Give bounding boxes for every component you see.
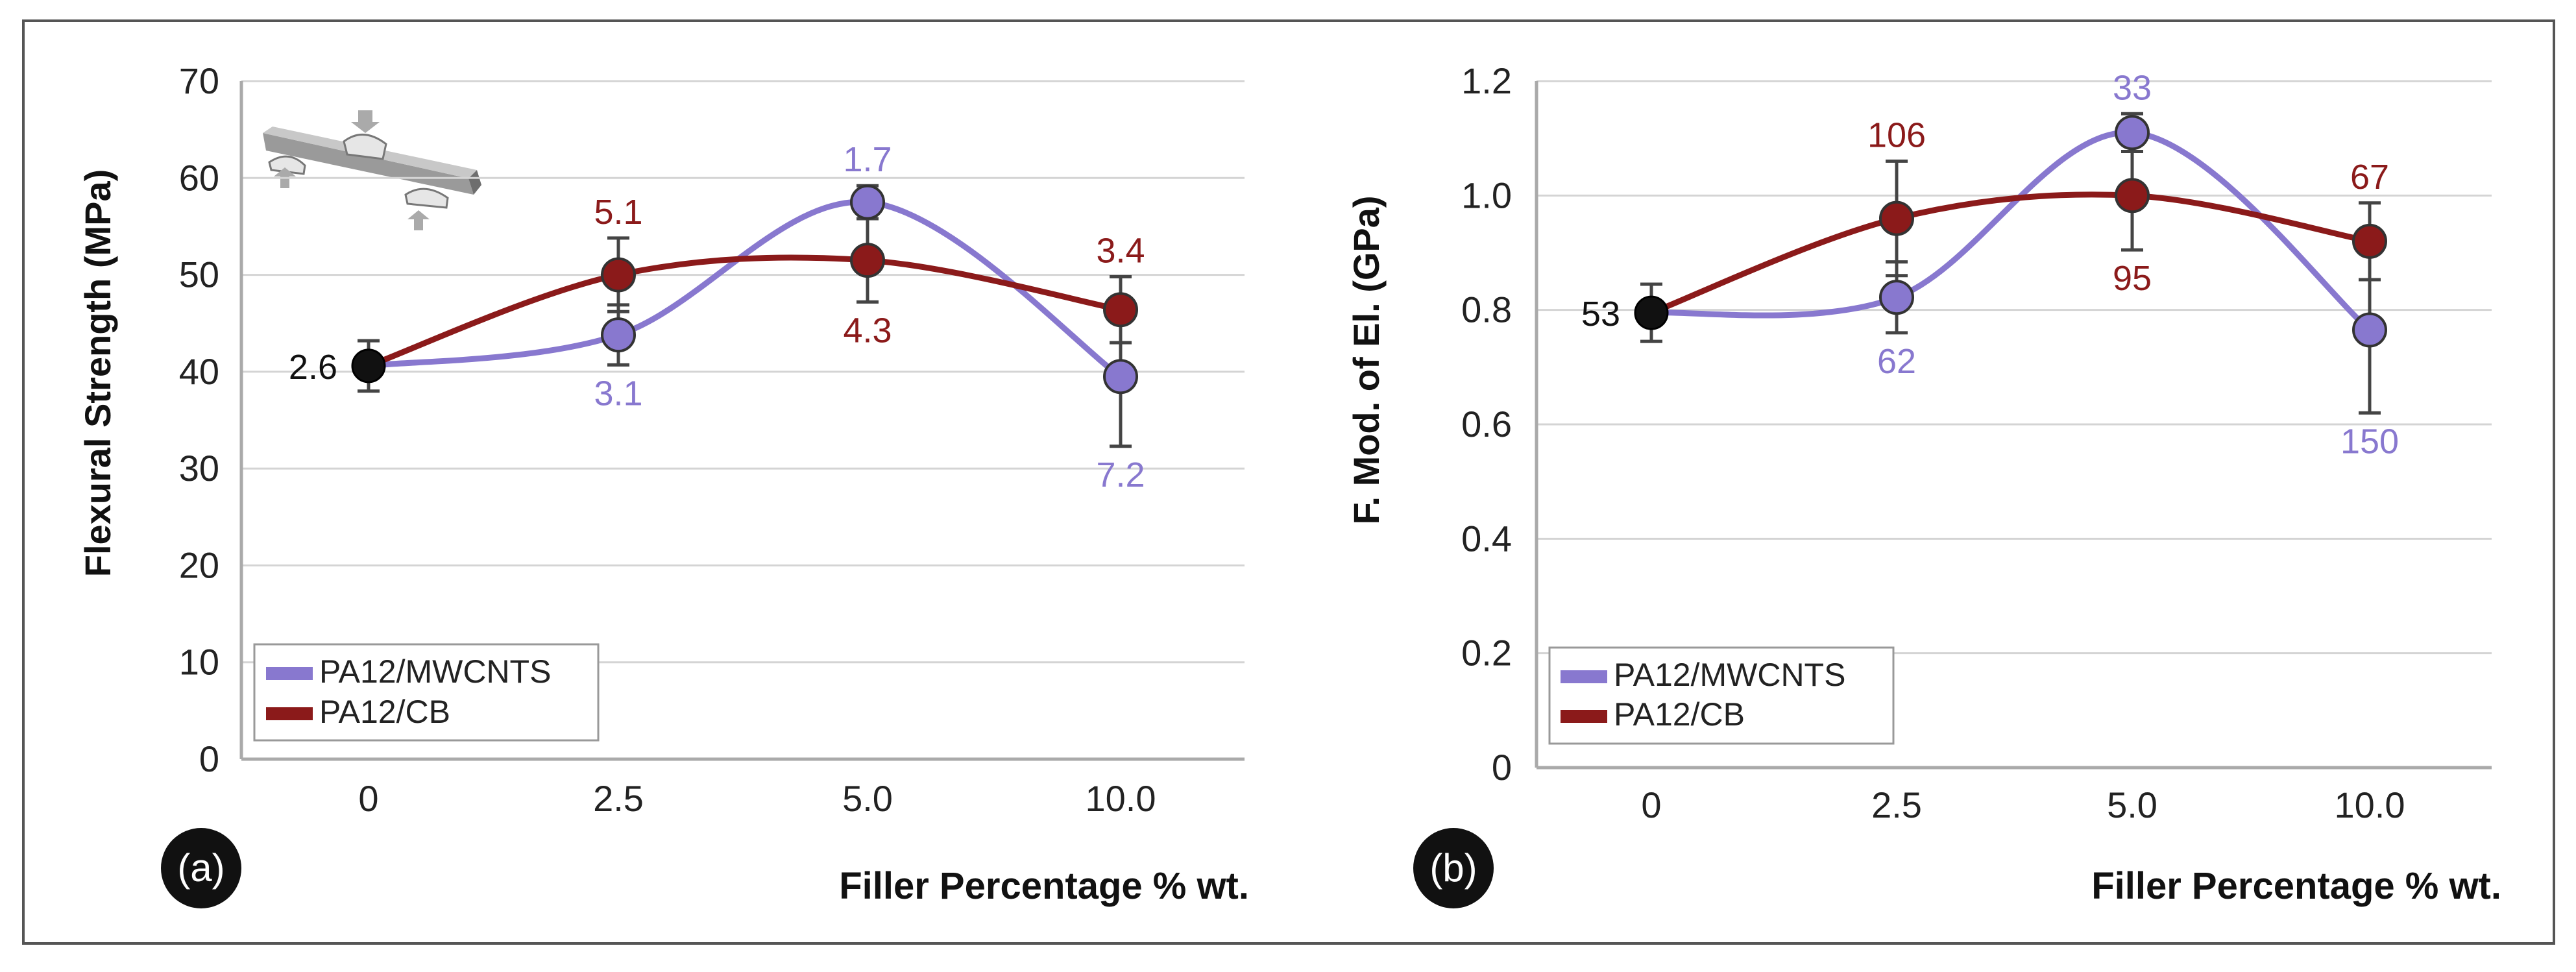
panel-a-ytick-label: 40 bbox=[179, 351, 219, 392]
panel-b-data-label-mwcnt: 62 bbox=[1877, 342, 1916, 381]
panel-b-ytick-label: 0 bbox=[1492, 747, 1512, 788]
three-point-bending-icon bbox=[263, 110, 481, 230]
panel-b-label-badge bbox=[1413, 828, 1494, 908]
panel-b-xtick-label: 0 bbox=[1641, 784, 1661, 825]
panel-b: F. Mod. of El. (GPa) Filler Percentage %… bbox=[1346, 60, 2501, 908]
panel-a-ytick-label: 10 bbox=[179, 642, 219, 683]
panel-a-data-label-cb: 4.3 bbox=[843, 311, 892, 350]
panel-a-data-label-cb: 3.4 bbox=[1096, 232, 1145, 271]
panel-b-legend-swatch-cb bbox=[1561, 710, 1607, 723]
panel-a-legend: PA12/MWCNTS PA12/CB bbox=[253, 643, 600, 742]
panel-b-data-label-cb: 106 bbox=[1867, 115, 1926, 154]
panel-b-ytick-label: 0.8 bbox=[1461, 289, 1512, 330]
panel-b-xlabel: Filler Percentage % wt. bbox=[2091, 865, 2501, 907]
panel-a-ytick-label: 30 bbox=[179, 448, 219, 489]
panel-a-ylabel: Flexural Strength (MPa) bbox=[77, 169, 118, 577]
panel-a-legend-swatch-cb bbox=[266, 707, 313, 720]
panel-a-point-cb bbox=[601, 257, 636, 293]
panel-b-point-mwcnt bbox=[2352, 312, 2387, 348]
panel-a-ytick-label: 0 bbox=[199, 738, 219, 779]
panel-a-series-line-cb bbox=[365, 254, 1124, 369]
panel-a-data-label-neat: 2.6 bbox=[289, 348, 337, 387]
panel-a-legend-box bbox=[253, 643, 600, 742]
panel-b-data-label-neat: 53 bbox=[1581, 295, 1620, 334]
panel-b-data-label-mwcnt: 33 bbox=[2113, 68, 2152, 107]
panel-b-point-cb bbox=[2115, 178, 2150, 213]
panel-b-data-label-cb: 95 bbox=[2113, 259, 2152, 298]
panel-a-ytick-label: 50 bbox=[179, 254, 219, 295]
panel-b-legend-box bbox=[1548, 646, 1895, 745]
panel-b-point-cb bbox=[1879, 200, 1914, 236]
panel-b-series-line-mwcnt bbox=[1648, 129, 2373, 334]
panel-b-ytick-label: 1.2 bbox=[1461, 60, 1512, 101]
panel-b-ylabel: F. Mod. of El. (GPa) bbox=[1346, 195, 1387, 524]
panel-b-point-mwcnt bbox=[2115, 115, 2150, 151]
panel-a-legend-label-mwcnt: PA12/MWCNTS bbox=[319, 653, 551, 690]
panel-b-legend-label-cb: PA12/CB bbox=[1614, 696, 1745, 733]
panel-a-xtick-label: 5.0 bbox=[842, 778, 893, 819]
panel-a-legend-label-cb: PA12/CB bbox=[319, 694, 450, 730]
panel-a-xlabel: Filler Percentage % wt. bbox=[839, 865, 1249, 907]
panel-b-data-label-cb: 67 bbox=[2350, 158, 2389, 197]
panel-b-point-cb bbox=[2352, 223, 2387, 259]
panel-b-legend: PA12/MWCNTS PA12/CB bbox=[1548, 646, 1895, 745]
panel-a-point-mwcnt bbox=[1103, 359, 1138, 395]
panel-b-ytick-label: 1.0 bbox=[1461, 175, 1512, 215]
panel-a-xtick-label: 10.0 bbox=[1086, 778, 1156, 819]
panel-a-data-label-mwcnt: 1.7 bbox=[843, 140, 892, 179]
panel-a-ytick-label: 70 bbox=[179, 60, 219, 101]
panel-a-ytick-label: 60 bbox=[179, 157, 219, 198]
panel-a-label: (a) bbox=[177, 846, 225, 890]
panel-a-point-cb bbox=[1103, 292, 1138, 328]
panel-b-data-label-mwcnt: 150 bbox=[2340, 422, 2399, 461]
panel-b-xtick-label: 10.0 bbox=[2335, 784, 2405, 825]
panel-a-data-label-cb: 5.1 bbox=[594, 193, 642, 232]
panel-a-label-badge bbox=[161, 828, 241, 908]
panel-b-label: (b) bbox=[1429, 846, 1477, 890]
panel-b-ytick-label: 0.6 bbox=[1461, 404, 1512, 444]
panel-a-legend-swatch-mwcnt bbox=[266, 667, 313, 680]
panel-a-ytick-label: 20 bbox=[179, 544, 219, 585]
panel-a-xtick-label: 2.5 bbox=[593, 778, 644, 819]
panel-b-xtick-label: 5.0 bbox=[2107, 784, 2157, 825]
panel-b-ytick-label: 0.2 bbox=[1461, 633, 1512, 674]
panel-b-xtick-label: 2.5 bbox=[1871, 784, 1922, 825]
panel-a-data-label-mwcnt: 3.1 bbox=[594, 374, 642, 413]
panel-a-xtick-label: 0 bbox=[358, 778, 378, 819]
panel-a-point-mwcnt bbox=[601, 317, 636, 353]
panel-a: Flexural Strength (MPa) Filler Percentag… bbox=[77, 60, 1249, 908]
panel-a-point-neat bbox=[351, 348, 386, 383]
panel-a-point-mwcnt bbox=[850, 184, 885, 220]
panel-a-point-cb bbox=[850, 243, 885, 278]
panel-b-ytick-label: 0.4 bbox=[1461, 518, 1512, 559]
panel-b-point-neat bbox=[1634, 295, 1669, 330]
panel-b-legend-swatch-mwcnt bbox=[1561, 670, 1607, 683]
panel-b-series-line-cb bbox=[1648, 191, 2373, 316]
panel-b-legend-label-mwcnt: PA12/MWCNTS bbox=[1614, 657, 1845, 693]
panel-a-data-label-mwcnt: 7.2 bbox=[1096, 456, 1145, 494]
panel-b-point-mwcnt bbox=[1879, 280, 1914, 315]
